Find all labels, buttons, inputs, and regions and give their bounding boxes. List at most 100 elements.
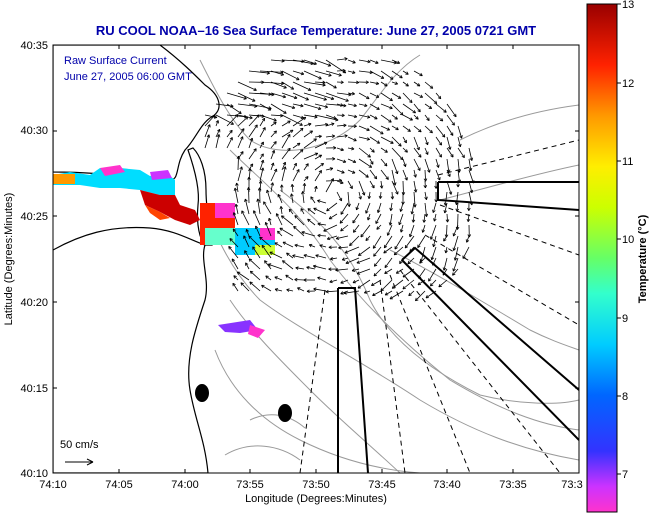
current-vector xyxy=(452,257,459,272)
current-vector xyxy=(360,224,371,238)
current-vector xyxy=(228,246,239,259)
current-vector-head xyxy=(344,135,348,138)
current-vector xyxy=(274,288,283,292)
current-vector xyxy=(248,235,261,248)
current-vector-head xyxy=(415,299,419,302)
current-vector-head xyxy=(417,168,421,171)
current-vector-head xyxy=(301,71,305,75)
current-vector-head xyxy=(256,114,260,117)
current-vector-head xyxy=(389,207,392,211)
current-vector-head xyxy=(258,114,260,118)
current-vector-head xyxy=(331,123,335,126)
current-vector-head xyxy=(403,192,406,196)
current-vector-head xyxy=(373,246,377,249)
current-vector-head xyxy=(306,290,310,294)
current-vector xyxy=(317,235,327,237)
current-vector xyxy=(292,127,304,138)
current-vector-head xyxy=(268,107,272,111)
current-vector-head xyxy=(429,169,431,173)
contour-line xyxy=(214,349,421,473)
current-vector-head xyxy=(232,282,236,285)
colorbar-tick-label: 10 xyxy=(622,234,634,246)
current-vector xyxy=(291,184,294,193)
current-vector xyxy=(339,213,349,224)
current-vector-head xyxy=(367,61,371,64)
current-vector-head xyxy=(253,210,257,213)
current-vector-head xyxy=(319,76,322,80)
current-vector-head xyxy=(260,153,264,156)
current-vector-head xyxy=(294,279,298,282)
current-vector-head xyxy=(319,245,323,248)
current-vector-head xyxy=(302,191,305,195)
current-vector-head xyxy=(276,213,280,216)
current-vector xyxy=(303,183,305,193)
current-vector xyxy=(204,134,210,149)
current-vector xyxy=(418,268,426,279)
x-tick-label: 74:05 xyxy=(105,479,133,491)
current-vector xyxy=(281,92,298,99)
sst-patch-pink3 xyxy=(260,228,275,240)
current-vector-head xyxy=(262,127,266,130)
current-vector-head xyxy=(300,73,304,76)
current-vector xyxy=(270,130,277,138)
current-vector-head xyxy=(403,164,406,167)
current-vector-head xyxy=(244,116,248,118)
current-vector xyxy=(252,246,261,259)
current-vector-head xyxy=(437,97,441,100)
current-vector-head xyxy=(341,115,345,118)
current-vector xyxy=(266,189,272,204)
current-vector-head xyxy=(286,288,290,290)
current-vector-head xyxy=(394,253,398,256)
current-vector-head xyxy=(367,137,370,140)
current-vector xyxy=(279,227,294,237)
current-vector-head xyxy=(452,268,454,272)
current-vector-head xyxy=(228,246,232,248)
current-vector-head xyxy=(426,213,429,217)
current-vector-head xyxy=(408,292,411,296)
current-vector-head xyxy=(389,119,392,123)
current-vector-head xyxy=(422,230,425,233)
current-vector-head xyxy=(377,209,379,213)
current-vector xyxy=(452,268,459,276)
legend-current-time: June 27, 2005 06:00 GMT xyxy=(64,71,192,83)
current-vector-head xyxy=(254,106,258,108)
current-vector-head xyxy=(438,143,442,146)
current-vector xyxy=(398,213,404,225)
current-vector-head xyxy=(457,184,460,188)
current-vector xyxy=(292,169,300,182)
current-vector-head xyxy=(330,258,334,261)
sst-patch-orange xyxy=(145,205,170,220)
current-vector-head xyxy=(248,235,252,238)
current-vector-head xyxy=(339,73,342,76)
current-vector-head xyxy=(317,235,321,238)
current-vector xyxy=(257,198,261,215)
current-vector-head xyxy=(305,163,309,166)
current-vector xyxy=(468,158,472,171)
current-vector-head xyxy=(357,273,361,275)
current-vector xyxy=(347,114,357,118)
current-vector-head xyxy=(442,267,445,271)
current-vector xyxy=(233,275,239,281)
current-vector-head xyxy=(268,263,272,265)
current-vector-head xyxy=(281,72,284,76)
current-vector-head xyxy=(402,288,406,290)
current-vector xyxy=(435,92,442,100)
current-vector xyxy=(248,148,257,160)
current-vector xyxy=(402,268,415,278)
current-vector xyxy=(457,125,463,139)
scale-arrow xyxy=(65,458,94,466)
current-vector xyxy=(402,125,411,132)
current-vector-head xyxy=(231,130,233,134)
sst-pixels xyxy=(53,165,275,338)
current-vector-head xyxy=(233,275,237,277)
current-vector-head xyxy=(469,202,473,206)
current-vector xyxy=(358,92,370,100)
current-vector-head xyxy=(419,128,422,133)
current-vector xyxy=(453,224,459,237)
current-vector-head xyxy=(300,122,303,126)
current-vector-head xyxy=(407,260,410,265)
current-vector-head xyxy=(279,206,282,210)
current-vector xyxy=(435,169,441,181)
current-vector-head xyxy=(317,277,320,280)
current-vector-head xyxy=(324,106,328,109)
